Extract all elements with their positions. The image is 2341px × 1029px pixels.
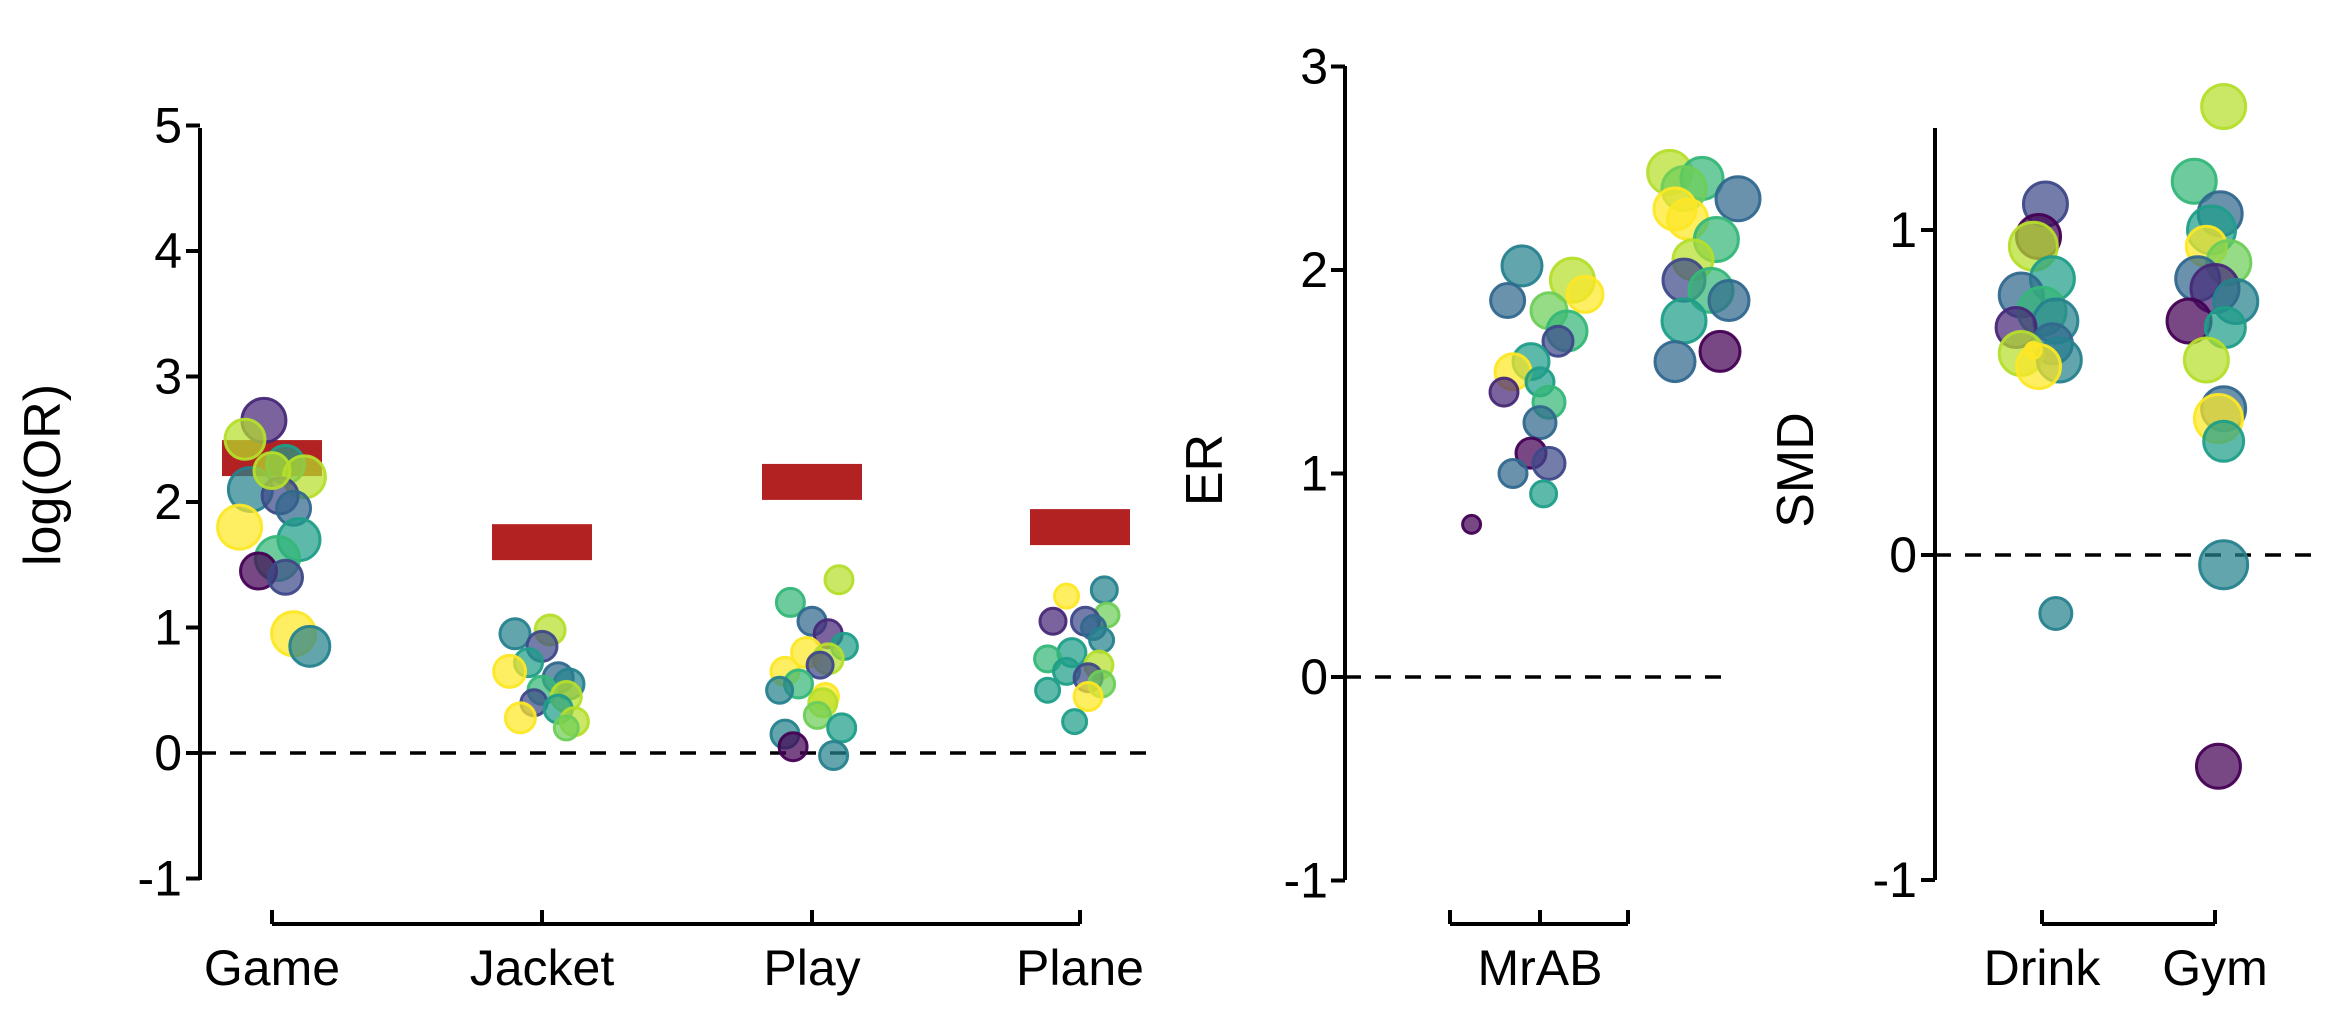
data-point [2038, 596, 2074, 631]
data-point [1061, 708, 1089, 736]
data-point [1565, 274, 1605, 314]
mean-bar-play [762, 463, 862, 500]
data-point [1660, 297, 1708, 345]
data-point [1053, 582, 1080, 610]
data-point [777, 731, 809, 763]
y-tick-label: 3 [1300, 39, 1328, 95]
x-tick-label-plane: Plane [1016, 940, 1144, 996]
data-point [1488, 376, 1520, 408]
y-tick-label: -1 [138, 851, 182, 907]
data-point [503, 701, 537, 735]
y-tick-label: -1 [1873, 852, 1917, 908]
data-point [2165, 297, 2213, 345]
x-tick-label-mrab: MrAB [1478, 940, 1603, 996]
data-point [1072, 681, 1104, 713]
data-point [1489, 282, 1527, 320]
data-point [818, 740, 850, 772]
x-tick-label-jacket: Jacket [470, 940, 615, 996]
data-point [2198, 539, 2250, 591]
x-tick-label-play: Play [763, 940, 860, 996]
data-point [288, 624, 332, 668]
data-point [267, 558, 304, 596]
y-tick-label: -1 [1284, 853, 1328, 909]
y-tick-label: 1 [1889, 202, 1917, 258]
y-tick-label: 4 [154, 223, 182, 279]
data-point [1522, 405, 1558, 441]
y-tick-label: 2 [154, 474, 182, 530]
data-point [252, 451, 292, 491]
data-point [1707, 279, 1751, 323]
data-point [492, 653, 528, 689]
mean-bar-plane [1030, 509, 1130, 546]
data-point [2202, 419, 2246, 463]
y-tick-label: 0 [1300, 649, 1328, 705]
y-axis-title: ER [1176, 434, 1234, 506]
data-point [805, 650, 835, 680]
data-point [2170, 157, 2218, 205]
data-point [552, 714, 580, 742]
data-point [2023, 340, 2043, 360]
data-point [823, 564, 855, 596]
mean-bar-jacket [492, 524, 592, 561]
data-point [1529, 479, 1559, 509]
data-point [1541, 324, 1575, 358]
panel-er: -1 0 1 2 3 ER MrAB [1176, 39, 1762, 996]
data-point [1531, 445, 1567, 481]
x-tick-label-game: Game [204, 940, 340, 996]
data-point [498, 617, 532, 651]
y-tick-label: 0 [154, 725, 182, 781]
data-point [1038, 606, 1068, 636]
data-point [1698, 329, 1742, 373]
panel-log-or: -1 0 1 2 3 4 5 log(OR) Game Jacket Play Plane [14, 98, 1155, 996]
data-point [1461, 513, 1483, 535]
panel-smd: -1 0 1 SMD Drink Gym [1767, 83, 2325, 996]
data-point [1089, 575, 1119, 605]
data-point [223, 417, 267, 461]
y-tick-label: 1 [1300, 446, 1328, 502]
x-tick-label-drink: Drink [1984, 940, 2102, 996]
y-tick-label: 2 [1300, 242, 1328, 298]
data-point [802, 700, 832, 730]
data-point [774, 586, 806, 618]
data-point [1500, 244, 1544, 288]
data-point [1088, 626, 1116, 654]
y-axis-title: SMD [1767, 412, 1825, 528]
data-point [826, 712, 858, 744]
data-point [1653, 340, 1697, 384]
data-point [2194, 742, 2242, 790]
data-point [216, 503, 264, 551]
y-tick-label: 0 [1889, 527, 1917, 583]
data-point [2200, 83, 2248, 130]
y-tick-label: 1 [154, 600, 182, 656]
data-point [2182, 336, 2230, 384]
data-point [765, 675, 795, 705]
data-point [1714, 175, 1762, 223]
y-axis-title: log(OR) [14, 384, 72, 566]
y-tick-label: 5 [154, 98, 182, 154]
data-point [1034, 676, 1062, 704]
y-tick-label: 3 [154, 349, 182, 405]
x-tick-label-gym: Gym [2162, 940, 2268, 996]
data-point [1497, 458, 1529, 489]
